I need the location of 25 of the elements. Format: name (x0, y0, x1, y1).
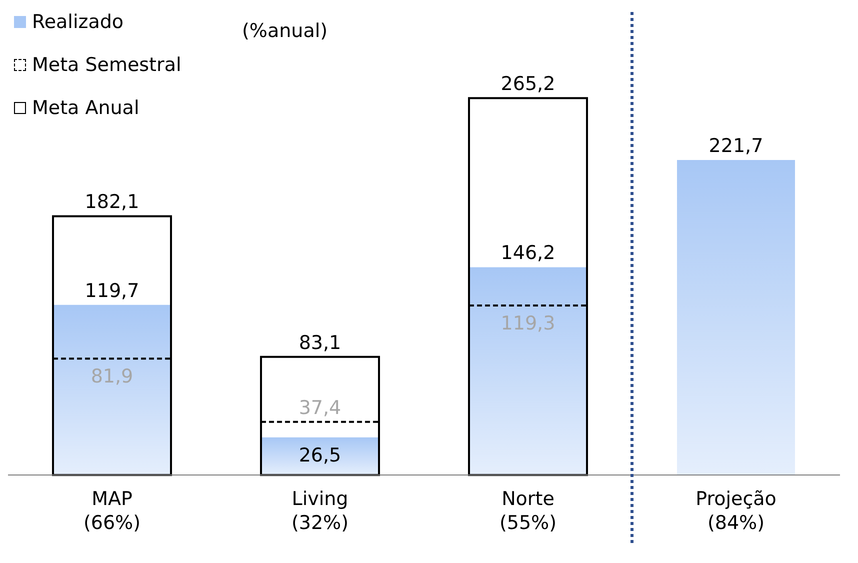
legend-label: Meta Semestral (31, 52, 182, 78)
x-tick-label: Living (32%) (291, 488, 349, 534)
data-label: 37,4 (298, 396, 342, 419)
legend-label: Meta Anual (31, 96, 140, 120)
bar (52, 215, 172, 476)
x-tick-label: MAP (66%) (83, 488, 141, 534)
text: (%anual) (242, 20, 328, 42)
data-label: 83,1 (298, 332, 342, 354)
data-label: 26,5 (298, 444, 342, 466)
data-label: 81,9 (90, 366, 134, 388)
bar (677, 160, 795, 475)
data-label: 119,3 (500, 312, 556, 334)
bar (53, 304, 171, 475)
x-tick-label: Projeção (84%) (696, 488, 776, 534)
x-tick-label: Norte (55%) (499, 488, 557, 534)
bar (260, 356, 380, 476)
data-label: 146,2 (500, 242, 556, 264)
legend-label: Realizado (31, 10, 125, 34)
data-label: 182,1 (84, 191, 140, 214)
bar (261, 437, 379, 475)
data-label: 265,2 (500, 73, 556, 96)
data-label: 119,7 (84, 280, 140, 302)
bar (468, 97, 588, 476)
data-label: 221,7 (708, 134, 764, 157)
bar (469, 267, 587, 475)
